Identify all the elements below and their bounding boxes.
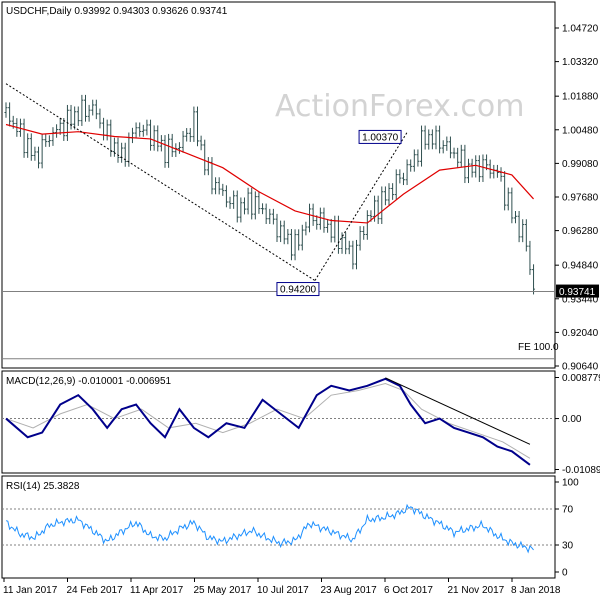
last-price-badge: [556, 284, 599, 298]
watermark: ActionForex.com: [275, 89, 524, 124]
x-tick-label: 11 Jan 2017: [3, 585, 58, 596]
x-tick-label: 21 Nov 2017: [448, 585, 505, 596]
price-y-tick-label: 0.96280: [562, 226, 599, 237]
price-y-tick-label: 0.93440: [562, 294, 599, 305]
macd-label: MACD(12,26,9) -0.010001 -0.006951: [6, 376, 172, 387]
rsi-line: [5, 503, 534, 554]
macd-panel-frame: [1, 370, 556, 474]
macd-trendline: [385, 377, 531, 445]
macd-y-tick-label: 0.00: [562, 414, 582, 425]
annotation-box: [276, 282, 320, 297]
x-tick-label: 25 May 2017: [194, 585, 252, 596]
rsi-y-tick-label: 30: [562, 541, 574, 552]
last-price-badge-label: 0.93741: [559, 287, 596, 298]
chart-header: USDCHF,Daily 0.93992 0.94303 0.93626 0.9…: [6, 6, 228, 17]
price-y-tick-label: 1.04720: [562, 24, 599, 35]
x-tick-label: 24 Feb 2017: [67, 585, 124, 596]
rsi-label: RSI(14) 25.3828: [6, 481, 80, 492]
annotation-label: 0.94200: [280, 285, 317, 296]
moving-average-line: [5, 123, 534, 224]
price-panel-frame: [1, 1, 556, 369]
macd-line: [5, 377, 531, 466]
price-y-tick-label: 0.90640: [562, 362, 599, 373]
rsi-panel-frame: [1, 475, 556, 579]
price-y-tick-label: 1.00480: [562, 125, 599, 136]
price-y-tick-label: 1.01880: [562, 92, 599, 103]
annotation-label: 1.00370: [362, 132, 399, 143]
price-y-tick-label: 1.03320: [562, 57, 599, 68]
rsi-y-tick-label: 0: [562, 568, 568, 579]
fe-label: FE 100.0: [518, 342, 559, 353]
dotted-trendline-1: [5, 83, 316, 281]
rsi-marks: [2, 503, 555, 554]
x-tick-label: 6 Oct 2017: [384, 585, 433, 596]
rsi-y-tick-label: 100: [562, 478, 579, 489]
price-marks: 1.00370 0.94200: [2, 83, 555, 360]
price-y-tick-label: 0.99080: [562, 159, 599, 170]
macd-marks: [2, 377, 555, 466]
macd-y-tick-label: 0.008779: [562, 373, 600, 384]
x-tick-label: 8 Jan 2018: [511, 585, 561, 596]
annotation-box: [358, 129, 402, 144]
x-tick-label: 11 Apr 2017: [130, 585, 184, 596]
x-tick-label: 10 Jul 2017: [257, 585, 309, 596]
price-y-tick-label: 0.92040: [562, 328, 599, 339]
dotted-trendline-2: [314, 132, 408, 281]
axis-ticks: 1.04720 1.03320 1.01880 1.00480 0.99080 0.976…: [3, 24, 600, 597]
price-y-tick-label: 0.97680: [562, 193, 599, 204]
price-y-tick-label: 0.94840: [562, 261, 599, 272]
macd-y-tick-label: -0.010895: [562, 465, 600, 476]
rsi-y-tick-label: 70: [562, 505, 574, 516]
x-tick-label: 23 Aug 2017: [321, 585, 378, 596]
